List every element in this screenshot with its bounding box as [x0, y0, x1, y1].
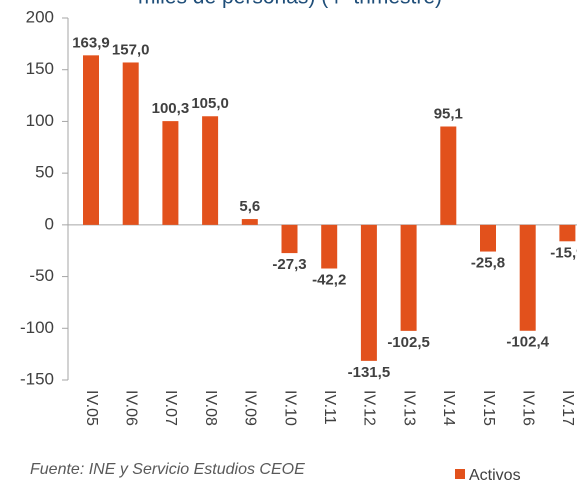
- bar: [519, 224, 536, 331]
- x-tick-label: IV.05: [83, 390, 100, 426]
- x-tick-label: IV.06: [122, 390, 139, 426]
- bar: [122, 62, 139, 225]
- bar: [202, 116, 219, 225]
- y-tick-label: 50: [35, 163, 54, 182]
- x-tick-label: IV.16: [519, 390, 536, 426]
- bar: [440, 126, 457, 225]
- value-label: -15,9: [550, 244, 577, 261]
- value-label: -131,5: [348, 364, 391, 381]
- x-tick-label: IV.07: [162, 390, 179, 426]
- value-label: 5,6: [239, 198, 260, 215]
- x-tick-label: IV.10: [281, 390, 298, 426]
- bar: [400, 224, 417, 331]
- x-tick-label: IV.14: [440, 390, 457, 426]
- y-tick-label: 0: [45, 214, 54, 233]
- bar: [83, 55, 99, 225]
- y-tick-label: -100: [20, 318, 54, 337]
- source: Fuente: INE y Servicio Estudios CEOE: [30, 461, 305, 478]
- value-label: 157,0: [112, 41, 150, 58]
- x-tick-label: IV.08: [202, 390, 219, 426]
- value-label: -25,8: [471, 255, 505, 272]
- value-label: 105,0: [191, 95, 229, 112]
- x-tick-label: IV.12: [361, 390, 378, 426]
- x-tick-label: IV.11: [321, 390, 338, 425]
- bar: [241, 219, 258, 225]
- value-label: -27,3: [272, 256, 306, 273]
- y-tick-label: 100: [26, 111, 54, 130]
- y-tick-label: -50: [29, 266, 54, 285]
- y-tick-label: 150: [26, 59, 54, 78]
- value-label: -102,4: [506, 334, 549, 351]
- x-tick-label: IV.13: [400, 390, 417, 426]
- bar: [360, 224, 377, 361]
- y-tick-label: 200: [26, 7, 54, 26]
- bar: [559, 224, 576, 242]
- legend-label: Activos: [469, 467, 521, 484]
- chart-title: miles de personas) (4º trimestre): [138, 0, 442, 9]
- value-label: -102,5: [387, 334, 430, 351]
- y-tick-label: -150: [20, 369, 54, 388]
- value-label: 95,1: [434, 105, 463, 122]
- value-label: 100,3: [152, 100, 190, 117]
- bar: [480, 224, 496, 252]
- x-tick-label: IV.15: [480, 390, 497, 426]
- x-tick-label: IV.17: [559, 390, 576, 426]
- bar: [281, 224, 298, 254]
- bar: [321, 224, 338, 269]
- value-label: 163,9: [72, 34, 110, 51]
- bar: [162, 121, 179, 225]
- legend-swatch: [455, 469, 465, 479]
- value-label: -42,2: [312, 271, 346, 288]
- x-tick-label: IV.09: [242, 390, 259, 426]
